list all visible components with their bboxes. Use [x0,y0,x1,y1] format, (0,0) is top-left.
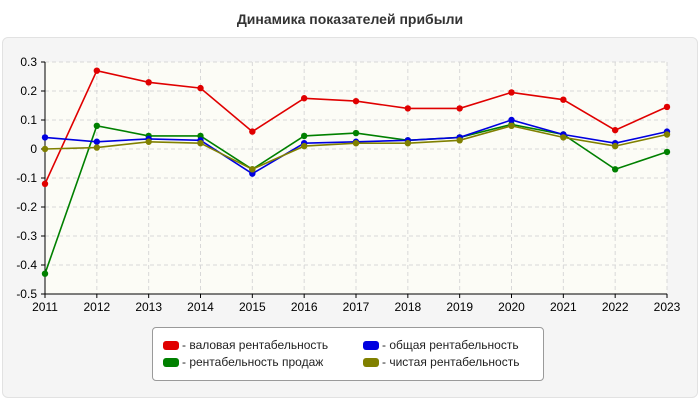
y-tick-label: -0.2 [16,200,37,214]
legend-label-total: - общая рентабельность [382,338,519,352]
x-tick-label: 2021 [550,300,577,314]
x-tick-label: 2013 [135,300,162,314]
x-tick-label: 2017 [343,300,370,314]
data-point [41,270,49,277]
data-point [508,122,515,129]
data-point [560,96,567,103]
data-point [456,137,463,144]
legend-item-gross: - валовая рентабельность [163,337,328,353]
legend-item-total: - общая рентабельность [363,337,519,353]
data-point [41,134,49,141]
data-point [663,131,671,138]
chart-title: Динамика показателей прибыли [236,11,464,27]
legend-label-gross: - валовая рентабельность [182,338,329,352]
data-point [197,140,204,147]
series-0 [41,67,671,187]
x-tick-label: 2023 [654,300,681,314]
y-tick-label: -0.4 [16,258,37,272]
y-tick-label: 0 [30,142,37,156]
data-point [93,67,101,74]
data-point [352,129,360,137]
data-point [197,84,204,92]
x-tick-label: 2015 [239,300,266,314]
y-tick-label: 0.3 [20,55,37,69]
data-point [41,180,49,187]
data-point [508,116,515,124]
legend-label-net: - чистая рентабельность [382,355,520,369]
legend-item-net: - чистая рентабельность [363,354,519,370]
data-point [352,140,360,147]
x-tick-label: 2018 [394,300,421,314]
data-point [456,105,463,112]
legend: - валовая рентабельность - общая рентабе… [152,327,544,381]
data-point [93,144,101,151]
y-tick-label: -0.1 [16,171,37,185]
x-tick-labels: 2011 2012 2013 2014 2015 2016 2017 2018 2019 2020… [32,294,681,314]
x-tick-label: 2012 [83,300,110,314]
y-tick-label: 0.1 [20,113,37,127]
legend-swatch-sales [163,357,179,367]
legend-item-sales: - рентабельность продаж [163,354,323,370]
data-point [404,140,412,147]
data-point [663,103,671,111]
legend-label-sales: - рентабельность продаж [182,355,324,369]
x-tick-label: 2020 [498,300,525,314]
x-tick-label: 2019 [446,300,473,314]
y-tick-label: -0.3 [16,229,37,243]
data-point [611,142,619,150]
data-point [663,148,671,156]
x-tick-label: 2022 [602,300,629,314]
data-point [611,166,619,173]
y-tick-label: 0.2 [20,84,37,98]
y-tick-labels: -0.5 -0.4 -0.3 -0.2 -0.1 0 0.1 0.2 0.3 [16,55,45,301]
x-tick-label: 2014 [187,300,214,314]
legend-swatch-total [363,340,379,350]
data-point [300,95,308,102]
data-point [41,145,49,153]
data-point [249,166,256,173]
data-point [145,138,152,145]
series-3 [41,122,671,173]
data-point [352,97,360,105]
data-point [611,126,619,134]
data-point [93,122,101,129]
grid-lines [45,61,668,294]
x-tick-label: 2016 [291,300,318,314]
data-point [145,79,152,86]
data-point [93,138,101,145]
data-point [508,89,515,96]
y-tick-label: -0.5 [16,287,37,301]
data-point [404,105,412,112]
data-point [249,128,256,135]
data-point [300,132,308,140]
data-point [300,142,308,150]
legend-swatch-net [363,357,379,367]
legend-swatch-gross [163,340,179,350]
series-layer [41,67,671,277]
x-tick-label: 2011 [32,300,58,314]
data-point [560,134,567,141]
